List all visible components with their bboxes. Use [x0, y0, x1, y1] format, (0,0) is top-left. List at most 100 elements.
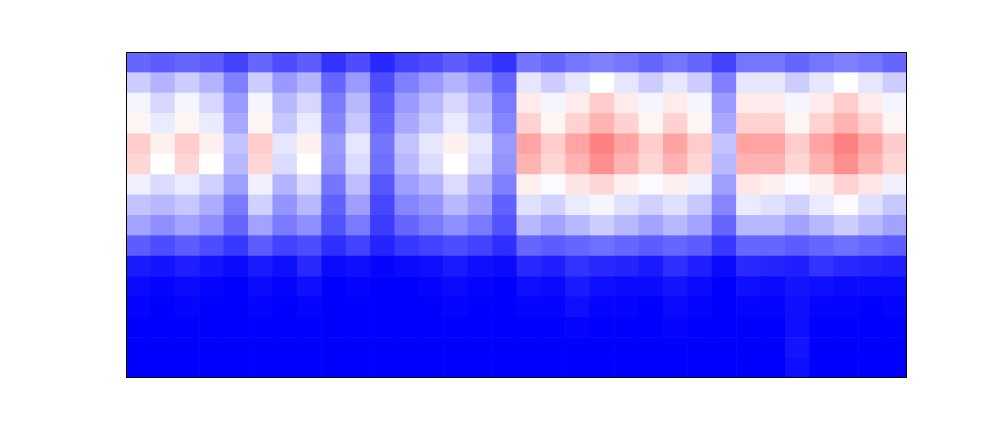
heatmap-cell	[297, 195, 322, 216]
heatmap-cell	[541, 72, 566, 93]
heatmap-cell	[517, 358, 542, 378]
heatmap-cell	[346, 276, 371, 297]
heatmap-cell	[639, 93, 664, 114]
heatmap-cell	[321, 215, 346, 236]
heatmap-cell	[346, 72, 371, 93]
heatmap-cell	[761, 174, 786, 195]
heatmap-cell	[443, 297, 468, 318]
heatmap-cell	[443, 72, 468, 93]
heatmap-cell	[443, 358, 468, 378]
heatmap-cell	[443, 113, 468, 134]
heatmap-cell	[419, 276, 444, 297]
heatmap-cell	[883, 72, 907, 93]
heatmap-cell	[663, 113, 688, 134]
heatmap-cell	[663, 276, 688, 297]
heatmap-cell	[761, 358, 786, 378]
heatmap-cell	[858, 337, 883, 358]
heatmap-cell	[346, 134, 371, 155]
heatmap-cell	[541, 93, 566, 114]
heatmap-cell	[321, 195, 346, 216]
heatmap-cell	[297, 317, 322, 338]
heatmap-cell	[590, 154, 615, 175]
heatmap-cell	[272, 174, 297, 195]
heatmap-cell	[370, 235, 395, 256]
heatmap-cell	[687, 195, 712, 216]
heatmap-cell	[272, 235, 297, 256]
plot-area	[126, 52, 908, 379]
heatmap-cell	[614, 235, 639, 256]
heatmap-cell	[809, 134, 834, 155]
heatmap-cell	[370, 317, 395, 338]
heatmap-cell	[224, 195, 249, 216]
heatmap-cell	[517, 154, 542, 175]
heatmap-cell	[541, 154, 566, 175]
heatmap-cell	[614, 317, 639, 338]
heatmap-cell	[248, 276, 273, 297]
heatmap-cell	[272, 297, 297, 318]
heatmap-cell	[492, 113, 517, 134]
heatmap-cell	[809, 93, 834, 114]
heatmap-cell	[687, 337, 712, 358]
heatmap-cell	[712, 52, 737, 73]
heatmap-cell	[321, 93, 346, 114]
heatmap-cell	[834, 317, 859, 338]
heatmap-cell	[150, 174, 175, 195]
heatmap-cell	[175, 72, 200, 93]
heatmap-cell	[712, 215, 737, 236]
heatmap-cell	[346, 358, 371, 378]
heatmap-cell	[687, 174, 712, 195]
heatmap-cell	[419, 215, 444, 236]
heatmap-cell	[370, 154, 395, 175]
heatmap-cell	[150, 297, 175, 318]
heatmap-cell	[419, 337, 444, 358]
heatmap-cell	[175, 113, 200, 134]
heatmap-cell	[541, 317, 566, 338]
heatmap-cell	[126, 215, 151, 236]
heatmap-cell	[590, 317, 615, 338]
heatmap-cell	[761, 72, 786, 93]
heatmap-cell	[736, 113, 761, 134]
heatmap-cell	[346, 297, 371, 318]
heatmap-cell	[419, 154, 444, 175]
heatmap-cell	[614, 195, 639, 216]
heatmap-cell	[565, 154, 590, 175]
heatmap-cell	[883, 134, 907, 155]
heatmap-cell	[394, 52, 419, 73]
heatmap-cell	[809, 256, 834, 277]
heatmap-cell	[199, 134, 224, 155]
heatmap-cell	[126, 337, 151, 358]
plot-frame	[127, 53, 907, 378]
heatmap-cell	[809, 215, 834, 236]
heatmap-cell	[639, 297, 664, 318]
heatmap-cell	[712, 337, 737, 358]
heatmap-cell	[248, 134, 273, 155]
heatmap-cell	[639, 52, 664, 73]
heatmap-cell	[150, 337, 175, 358]
heatmap-cell	[614, 72, 639, 93]
heatmap-cell	[834, 297, 859, 318]
heatmap-cell	[541, 297, 566, 318]
heatmap-cell	[492, 358, 517, 378]
heatmap-cell	[639, 72, 664, 93]
heatmap-cell	[272, 113, 297, 134]
heatmap-cell	[712, 134, 737, 155]
heatmap-cell	[126, 235, 151, 256]
heatmap-cell	[809, 195, 834, 216]
heatmap-cell	[224, 52, 249, 73]
heatmap-cell	[687, 134, 712, 155]
heatmap-cell	[712, 154, 737, 175]
heatmap-cell	[321, 72, 346, 93]
heatmap-cell	[443, 276, 468, 297]
heatmap-cell	[248, 154, 273, 175]
heatmap-cell	[834, 93, 859, 114]
heatmap-cell	[321, 154, 346, 175]
heatmap-cell	[297, 113, 322, 134]
heatmap-cell	[663, 337, 688, 358]
heatmap-cell	[883, 358, 907, 378]
heatmap-cell	[150, 72, 175, 93]
heatmap-cell	[590, 215, 615, 236]
heatmap-cell	[834, 52, 859, 73]
heatmap-cell	[419, 113, 444, 134]
heatmap-cell	[736, 72, 761, 93]
heatmap-cell	[712, 297, 737, 318]
